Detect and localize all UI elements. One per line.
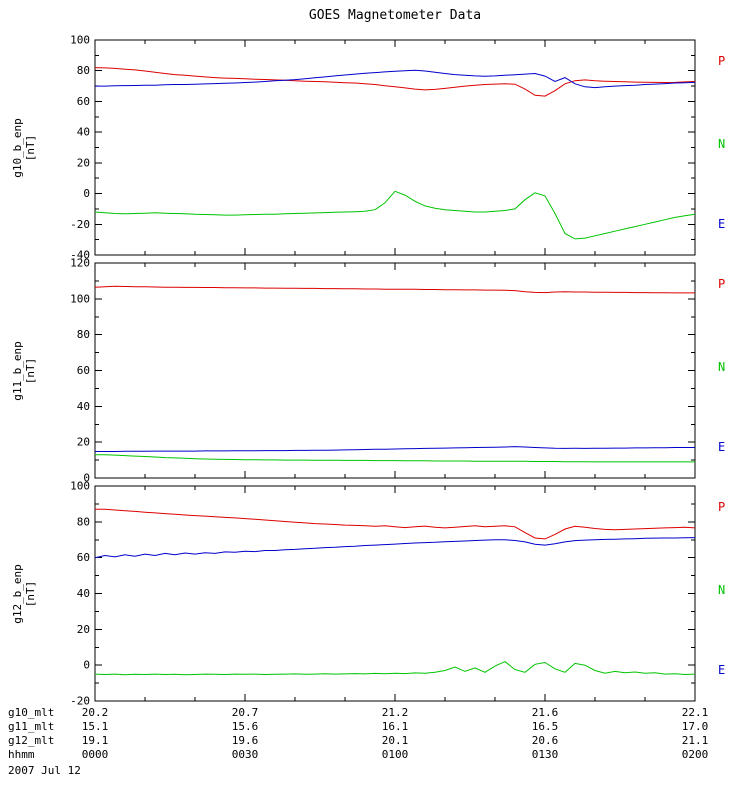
svg-text:-20: -20	[70, 695, 90, 708]
date-label: 2007 Jul 12	[8, 764, 81, 777]
g10-trace-label-E: E	[718, 217, 726, 231]
hhmm-value: 0030	[231, 748, 259, 761]
g10-plot-area: -40 -20 0 20 40 60 80 100	[70, 34, 696, 262]
hhmm-value: 0000	[81, 748, 109, 761]
svg-text:20: 20	[77, 156, 90, 169]
svg-text:80: 80	[77, 328, 90, 341]
g10-ylabel-units: [nT]	[24, 134, 37, 161]
g11-trace-label-E: E	[718, 440, 726, 454]
g12-mlt-value: 19.6	[231, 734, 259, 747]
g10-mlt-row-label: g10_mlt	[8, 706, 55, 719]
svg-text:100: 100	[70, 292, 90, 305]
svg-text:100: 100	[70, 480, 90, 493]
g12-ylabel-units: [nT]	[24, 580, 37, 607]
g11-trace-label-P: P	[718, 277, 726, 291]
g10-mlt-value: 21.6	[531, 706, 559, 719]
svg-text:40: 40	[77, 400, 90, 413]
g10-mlt-value: 20.7	[231, 706, 259, 719]
g12-mlt-value: 19.1	[81, 734, 109, 747]
svg-text:-20: -20	[70, 218, 90, 231]
g12-mlt-value: 20.1	[381, 734, 409, 747]
g11-mlt-value: 16.1	[381, 720, 409, 733]
g12-ylabel-text: g12_b_enp	[11, 563, 24, 624]
g11-trace-label-N: N	[718, 360, 726, 374]
g11-mlt-value: 15.1	[81, 720, 109, 733]
panel-g11: g11_b_enp [nT] 0 20 40 60 80 100 120 P N E	[0, 257, 750, 485]
g12-trace-label-E: E	[718, 663, 726, 677]
g12-mlt-value: 21.1	[681, 734, 709, 747]
svg-text:20: 20	[77, 436, 90, 449]
g12-mlt-row-label: g12_mlt	[8, 734, 55, 747]
hhmm-row: hhmm 0000 0030 0100 0130 0200	[0, 748, 750, 762]
svg-text:20: 20	[77, 623, 90, 636]
g12-mlt-row: g12_mlt 19.1 19.6 20.1 20.6 21.1	[0, 734, 750, 748]
g10-mlt-value: 20.2	[81, 706, 109, 719]
svg-text:-40: -40	[70, 249, 90, 262]
svg-text:0: 0	[83, 472, 90, 485]
g12-trace-label-P: P	[718, 500, 726, 514]
svg-text:0: 0	[83, 187, 90, 200]
g10-mlt-value: 22.1	[681, 706, 709, 719]
svg-text:120: 120	[70, 257, 90, 270]
svg-text:40: 40	[77, 587, 90, 600]
svg-text:80: 80	[77, 515, 90, 528]
svg-text:60: 60	[77, 95, 90, 108]
svg-text:100: 100	[70, 34, 90, 47]
g10-trace-label-N: N	[718, 137, 726, 151]
svg-text:60: 60	[77, 551, 90, 564]
g11-y-axis-label: g11_b_enp [nT]	[11, 341, 37, 401]
hhmm-value: 0130	[531, 748, 559, 761]
hhmm-row-label: hhmm	[8, 748, 35, 761]
g10-y-axis-label: g10_b_enp [nT]	[11, 118, 37, 178]
panel-g12: g12_b_enp [nT] -20 0 20 40 60 80 100 P N E	[0, 480, 750, 708]
g12-trace-label-N: N	[718, 583, 726, 597]
g10-ylabel-text: g10_b_enp	[11, 117, 24, 178]
svg-text:80: 80	[77, 64, 90, 77]
bottom-axis-labels: g10_mlt 20.2 20.7 21.2 21.6 22.1 g11_mlt…	[0, 706, 750, 796]
g12-y-axis-label: g12_b_enp [nT]	[11, 564, 37, 624]
svg-text:40: 40	[77, 126, 90, 139]
g11-ylabel-units: [nT]	[24, 357, 37, 384]
g11-ylabel-text: g11_b_enp	[11, 340, 24, 401]
g10-mlt-value: 21.2	[381, 706, 409, 719]
g11-mlt-value: 16.5	[531, 720, 559, 733]
g12-plot-area: -20 0 20 40 60 80 100	[70, 480, 696, 708]
g10-trace-label-P: P	[718, 54, 726, 68]
hhmm-value: 0100	[381, 748, 409, 761]
g11-plot-area: 0 20 40 60 80 100 120	[70, 257, 696, 485]
g12-mlt-value: 20.6	[531, 734, 559, 747]
g11-mlt-value: 15.6	[231, 720, 259, 733]
svg-text:0: 0	[83, 659, 90, 672]
svg-text:60: 60	[77, 364, 90, 377]
g11-mlt-value: 17.0	[681, 720, 709, 733]
chart-title: GOES Magnetometer Data	[308, 8, 482, 23]
g11-mlt-row-label: g11_mlt	[8, 720, 55, 733]
panel-g10: g10_b_enp [nT] -40 -20 0 20 40 60 80 100 P N E	[0, 34, 750, 262]
hhmm-value: 0200	[681, 748, 709, 761]
g10-mlt-row: g10_mlt 20.2 20.7 21.2 21.6 22.1	[0, 706, 750, 720]
g11-mlt-row: g11_mlt 15.1 15.6 16.1 16.5 17.0	[0, 720, 750, 734]
